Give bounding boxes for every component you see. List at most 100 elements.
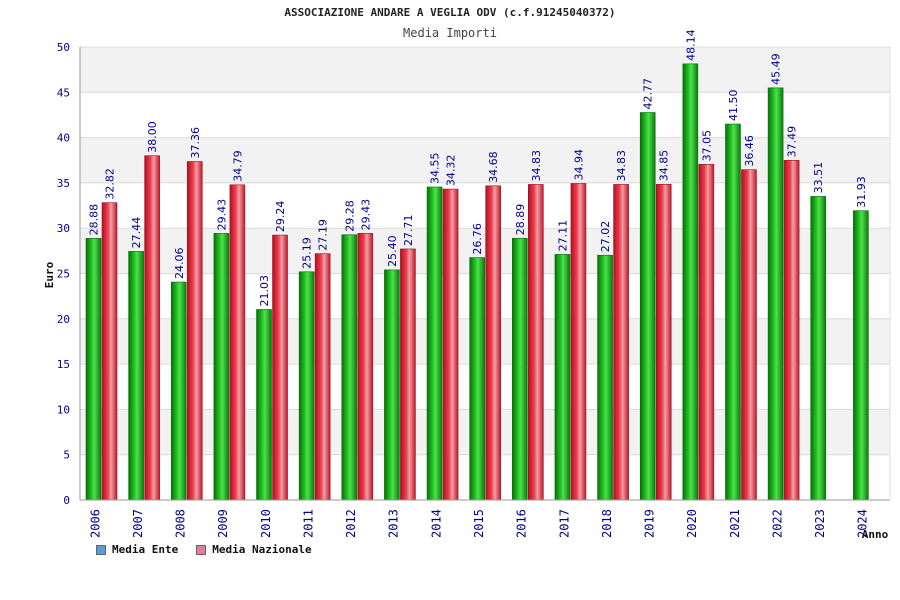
data-label: 34.83 xyxy=(530,150,543,182)
data-label: 37.36 xyxy=(189,127,202,159)
data-label: 25.19 xyxy=(301,237,314,269)
bar-media-ente xyxy=(810,196,827,501)
data-label: 34.94 xyxy=(572,149,585,181)
bar-media-ente xyxy=(682,63,699,501)
data-label: 37.49 xyxy=(786,126,799,158)
bar-media-ente xyxy=(298,271,315,501)
bar-media-nazionale xyxy=(528,184,544,501)
bar-media-ente xyxy=(597,254,613,501)
legend-label-ente: Media Ente xyxy=(112,543,179,556)
data-label: 41.50 xyxy=(727,90,740,122)
x-tick-label: 2009 xyxy=(216,509,230,538)
data-label: 34.79 xyxy=(231,150,244,181)
bar-media-nazionale xyxy=(186,161,203,501)
x-tick-label: 2024 xyxy=(856,509,870,538)
x-tick-label: 2011 xyxy=(301,509,315,538)
x-tick-label: 2012 xyxy=(344,509,358,538)
x-tick-label: 2016 xyxy=(515,509,529,538)
x-tick-label: 2020 xyxy=(685,509,699,538)
bar-media-ente xyxy=(853,210,869,501)
bar-media-nazionale xyxy=(655,183,672,501)
bar-media-nazionale xyxy=(741,169,757,501)
bar-media-ente xyxy=(256,309,272,501)
bar-media-nazionale xyxy=(144,155,160,501)
x-tick-label: 2014 xyxy=(429,509,443,538)
x-tick-label: 2023 xyxy=(813,509,827,538)
data-label: 25.40 xyxy=(386,235,399,267)
bar-media-nazionale xyxy=(272,234,288,501)
x-tick-label: 2006 xyxy=(88,509,102,538)
data-label: 29.24 xyxy=(274,201,287,233)
bar-media-ente xyxy=(767,87,784,501)
bar-media-ente xyxy=(554,254,571,501)
legend-item-nazionale: Media Nazionale xyxy=(196,543,312,556)
legend-label-nazionale: Media Nazionale xyxy=(212,543,312,556)
grid-band xyxy=(80,47,890,93)
bar-media-ente xyxy=(341,234,358,501)
data-label: 29.43 xyxy=(215,199,228,230)
data-label: 34.85 xyxy=(658,150,671,182)
legend-swatch-ente xyxy=(96,544,106,555)
y-tick-label: 25 xyxy=(57,268,70,281)
y-axis-label: Euro xyxy=(43,261,56,288)
data-label: 33.51 xyxy=(812,162,825,194)
bar-media-ente xyxy=(469,257,485,501)
legend: Media Ente Media Nazionale xyxy=(96,543,312,556)
bar-media-ente xyxy=(725,123,741,501)
x-tick-label: 2010 xyxy=(259,509,273,538)
data-label: 36.46 xyxy=(743,135,756,167)
legend-item-ente: Media Ente xyxy=(96,543,178,556)
data-label: 34.83 xyxy=(615,150,628,182)
y-tick-label: 40 xyxy=(57,132,70,145)
x-tick-label: 2018 xyxy=(600,509,614,538)
x-tick-label: 2013 xyxy=(387,509,401,538)
y-tick-label: 45 xyxy=(57,86,70,99)
y-tick-label: 15 xyxy=(57,358,70,371)
bar-media-ente xyxy=(213,233,230,501)
bar-media-nazionale xyxy=(485,185,501,501)
data-label: 34.32 xyxy=(445,155,458,187)
data-label: 48.14 xyxy=(684,29,697,61)
bar-media-nazionale xyxy=(570,183,587,501)
data-label: 32.82 xyxy=(104,168,117,200)
data-label: 45.49 xyxy=(770,53,783,85)
x-tick-label: 2021 xyxy=(728,509,742,538)
y-tick-label: 35 xyxy=(57,177,70,190)
data-label: 27.19 xyxy=(317,219,330,251)
bar-media-ente xyxy=(639,112,656,501)
data-label: 28.89 xyxy=(514,204,527,236)
x-tick-label: 2008 xyxy=(174,509,188,538)
bar-media-ente xyxy=(170,281,187,501)
bar-media-nazionale xyxy=(314,253,331,501)
data-label: 28.88 xyxy=(88,204,101,236)
y-tick-label: 0 xyxy=(63,494,70,507)
data-label: 29.28 xyxy=(343,200,356,232)
data-label: 34.68 xyxy=(487,151,500,183)
y-tick-label: 5 xyxy=(63,449,70,462)
bar-media-ente xyxy=(384,269,400,501)
chart-subtitle: Media Importi xyxy=(403,26,497,40)
data-label: 37.05 xyxy=(700,130,713,162)
bar-media-ente xyxy=(426,186,443,501)
x-tick-label: 2007 xyxy=(131,509,145,538)
data-label: 27.02 xyxy=(599,221,612,253)
data-label: 42.77 xyxy=(642,78,655,110)
y-tick-label: 50 xyxy=(57,41,70,54)
bar-media-nazionale xyxy=(101,202,118,501)
bar-media-nazionale xyxy=(698,164,715,501)
x-tick-label: 2017 xyxy=(557,509,571,538)
bar-media-nazionale xyxy=(400,248,416,501)
data-label: 31.93 xyxy=(855,176,868,208)
data-label: 29.43 xyxy=(359,199,372,231)
bar-media-nazionale xyxy=(613,184,629,501)
chart-title: ASSOCIAZIONE ANDARE A VEGLIA ODV (c.f.91… xyxy=(284,6,616,19)
data-label: 24.06 xyxy=(173,248,186,280)
bar-media-nazionale xyxy=(229,184,246,501)
bar-media-nazionale xyxy=(783,160,800,501)
bar-media-ente xyxy=(512,237,528,501)
y-tick-label: 30 xyxy=(57,222,70,235)
y-tick-label: 10 xyxy=(57,403,70,416)
x-tick-label: 2022 xyxy=(770,509,784,538)
data-label: 27.71 xyxy=(402,214,415,246)
